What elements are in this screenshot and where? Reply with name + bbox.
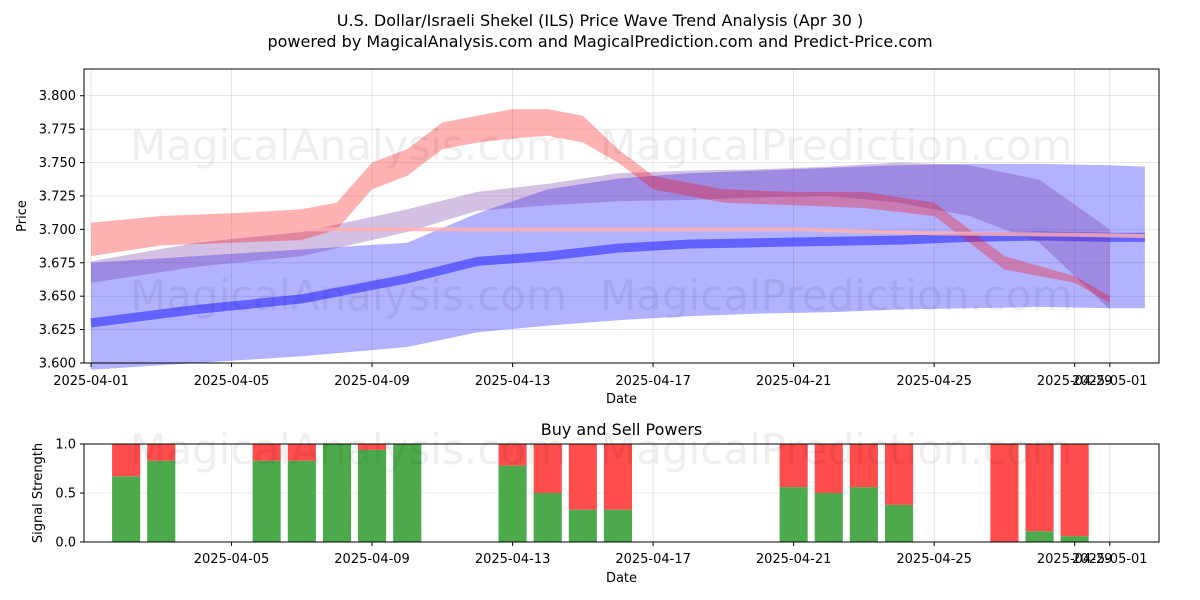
signal-y-tick-label: 1.0 [55,438,76,453]
sell-power-bar [147,444,176,461]
signal-x-tick-label: 2025-04-25 [896,552,972,567]
sell-power-bar [990,444,1019,542]
buy-power-bar [322,444,351,542]
price-line-blue-line-thick [90,231,1145,328]
price-y-tick-label: 3.700 [39,223,76,238]
signal-x-tick-label: 2025-04-05 [194,552,270,567]
price-y-tick-label: 3.600 [39,357,76,372]
sell-power-bar [533,444,562,493]
signal-watermark: MagicalPrediction.com [600,425,1073,474]
price-plot-frame [83,68,1160,364]
buy-power-bar [1025,531,1054,542]
sell-power-bar [849,444,878,488]
price-x-tick-label: 2025-04-25 [896,374,972,389]
price-x-tick-label: 2025-04-09 [334,374,410,389]
buy-power-bar [498,465,527,542]
sell-power-bar [603,444,632,510]
price-y-tick-label: 3.800 [39,89,76,104]
price-y-tick-label: 3.775 [39,123,76,138]
buy-power-bar [252,460,281,542]
price-y-tick-label: 3.750 [39,156,76,171]
sell-power-bar [779,444,808,488]
price-chart: MagicalAnalysis.com MagicalPrediction.com… [15,68,1160,407]
buy-power-bar [287,460,316,542]
price-x-tick-label: 2025-04-13 [475,374,551,389]
buy-power-bar [568,509,597,542]
sell-power-bar [1060,444,1089,537]
signal-chart-title: Buy and Sell Powers [541,420,703,439]
sell-power-bar [885,444,914,505]
sell-power-bar [252,444,281,461]
buy-power-bar [779,487,808,542]
buy-power-bar [1060,536,1089,542]
signal-y-tick-label: 0.0 [55,536,76,551]
signal-chart: Buy and Sell Powers MagicalAnalysis.com M… [31,420,1160,586]
sell-power-bar [814,444,843,493]
buy-power-bar [814,493,843,542]
price-band-blue-band-wide [91,163,1145,370]
price-y-tick-label: 3.650 [39,290,76,305]
buy-power-bar [849,487,878,542]
price-watermark: MagicalAnalysis.com [130,121,567,170]
sell-power-bar [358,444,387,450]
signal-x-tick-label: 2025-04-29 [1037,552,1113,567]
sell-power-bar [112,444,141,477]
price-y-tick-label: 3.675 [39,256,76,271]
price-x-axis-label: Date [606,392,637,407]
chart-title: U.S. Dollar/Israeli Shekel (ILS) Price W… [337,11,863,30]
price-y-axis-label: Price [15,200,30,232]
price-band-red-band-main [91,109,1110,303]
signal-x-axis-label: Date [606,571,637,586]
signal-y-axis-label: Signal Strength [31,443,46,543]
price-watermark: MagicalAnalysis.com [130,271,567,320]
price-x-tick-label: 2025-04-05 [194,374,270,389]
buy-power-bar [533,493,562,542]
chart-subtitle: powered by MagicalAnalysis.com and Magic… [267,32,932,51]
buy-power-bar [393,444,422,542]
price-band-purple-band [91,162,1110,310]
price-line-red-line [91,227,1145,238]
sell-power-bar [498,444,527,466]
sell-power-bar [568,444,597,510]
price-watermark: MagicalPrediction.com [600,271,1073,320]
signal-y-tick-label: 0.5 [55,487,76,502]
signal-x-tick-label: 2025-04-17 [615,552,691,567]
buy-power-bar [885,504,914,542]
price-y-tick-label: 3.625 [39,323,76,338]
price-y-tick-label: 3.725 [39,189,76,204]
signal-watermark: MagicalAnalysis.com [130,425,567,474]
price-x-tick-label: 2025-04-29 [1037,374,1113,389]
signal-x-tick-label: 2025-04-13 [475,552,551,567]
buy-power-bar [112,476,141,542]
buy-power-bar [603,509,632,542]
signal-x-tick-label: 2025-05-01 [1072,552,1148,567]
signal-x-tick-label: 2025-04-09 [334,552,410,567]
price-x-tick-label: 2025-05-01 [1072,374,1148,389]
price-x-tick-label: 2025-04-21 [756,374,832,389]
price-x-tick-label: 2025-04-17 [615,374,691,389]
signal-x-tick-label: 2025-04-21 [756,552,832,567]
sell-power-bar [1025,444,1054,532]
buy-power-bar [358,449,387,542]
buy-power-bar [147,460,176,542]
price-watermark: MagicalPrediction.com [600,121,1073,170]
price-x-tick-label: 2025-04-01 [53,374,129,389]
sell-power-bar [287,444,316,461]
